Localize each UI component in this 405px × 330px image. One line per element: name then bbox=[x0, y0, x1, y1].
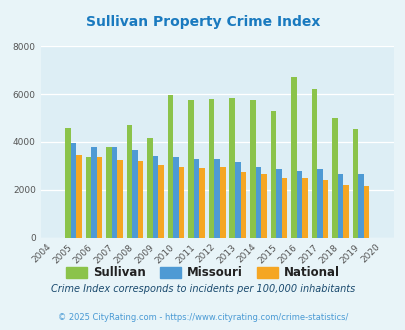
Bar bbox=[158, 165, 164, 238]
Bar bbox=[138, 161, 143, 238]
Bar bbox=[96, 157, 102, 238]
Bar bbox=[173, 157, 179, 238]
Bar bbox=[132, 150, 138, 238]
Bar bbox=[275, 169, 281, 238]
Bar bbox=[167, 95, 173, 238]
Bar bbox=[296, 171, 301, 238]
Text: © 2025 CityRating.com - https://www.cityrating.com/crime-statistics/: © 2025 CityRating.com - https://www.city… bbox=[58, 313, 347, 322]
Bar bbox=[199, 168, 205, 238]
Bar bbox=[363, 186, 369, 238]
Legend: Sullivan, Missouri, National: Sullivan, Missouri, National bbox=[61, 262, 344, 284]
Bar bbox=[331, 118, 337, 238]
Bar bbox=[352, 129, 357, 238]
Bar bbox=[179, 167, 184, 238]
Bar bbox=[301, 178, 307, 238]
Bar bbox=[126, 125, 132, 238]
Bar bbox=[342, 185, 348, 238]
Bar bbox=[188, 100, 194, 238]
Bar bbox=[214, 159, 220, 238]
Bar bbox=[147, 138, 152, 238]
Bar bbox=[357, 174, 363, 238]
Bar bbox=[281, 178, 286, 238]
Bar bbox=[290, 77, 296, 238]
Text: Sullivan Property Crime Index: Sullivan Property Crime Index bbox=[85, 15, 320, 29]
Bar bbox=[255, 167, 260, 238]
Bar bbox=[65, 127, 70, 238]
Bar bbox=[152, 156, 158, 238]
Bar bbox=[70, 143, 76, 238]
Bar bbox=[240, 172, 245, 238]
Bar bbox=[209, 99, 214, 238]
Bar bbox=[337, 174, 342, 238]
Bar bbox=[111, 147, 117, 238]
Bar bbox=[76, 155, 81, 238]
Bar bbox=[260, 174, 266, 238]
Bar bbox=[229, 98, 234, 238]
Bar bbox=[117, 160, 123, 238]
Bar bbox=[322, 180, 327, 238]
Bar bbox=[311, 89, 316, 238]
Bar bbox=[106, 147, 111, 238]
Bar bbox=[85, 157, 91, 238]
Bar bbox=[316, 169, 322, 238]
Bar bbox=[91, 147, 96, 238]
Bar bbox=[220, 167, 225, 238]
Bar bbox=[234, 162, 240, 238]
Bar bbox=[249, 100, 255, 238]
Bar bbox=[270, 111, 275, 238]
Text: Crime Index corresponds to incidents per 100,000 inhabitants: Crime Index corresponds to incidents per… bbox=[51, 284, 354, 294]
Bar bbox=[194, 159, 199, 238]
